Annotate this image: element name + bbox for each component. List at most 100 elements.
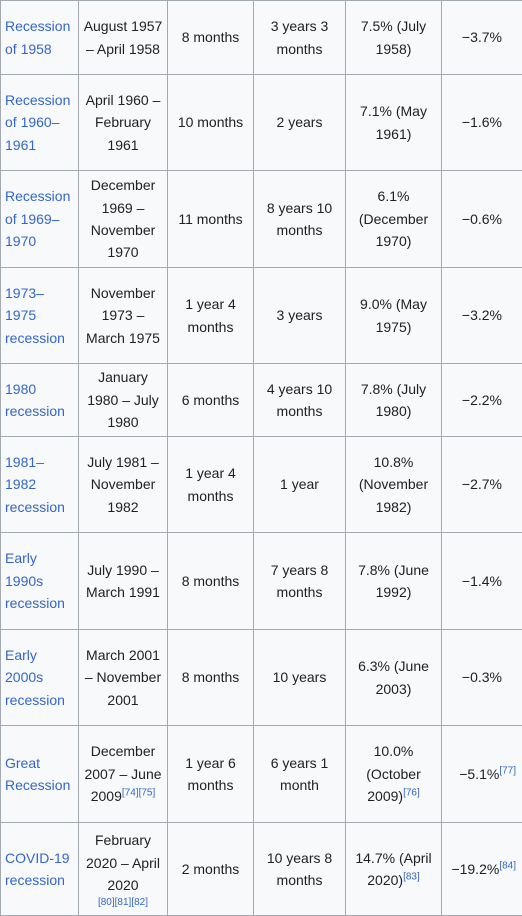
recession-dates-cell: August 1957 – April 1958 — [79, 1, 168, 75]
time-since-previous-cell: 6 years 1 month — [254, 726, 346, 823]
time-since-previous-cell: 4 years 10 months — [254, 364, 346, 437]
recession-link[interactable]: Great Recession — [5, 755, 70, 793]
unemployment-citation[interactable]: [83] — [403, 871, 420, 882]
time-since-previous-cell: 2 years — [254, 75, 346, 171]
recession-dates: February 2020 – April 2020 — [86, 832, 160, 893]
recession-dates: January 1980 – July 1980 — [87, 369, 159, 430]
recession-name-cell: Recession of 1960–1961 — [1, 75, 79, 171]
recession-name-cell: COVID-19 recession — [1, 823, 79, 916]
gdp-decline-cell: −3.7% — [442, 1, 522, 75]
peak-unemployment-cell: 10.0% (October 2009)[76] — [346, 726, 442, 823]
duration-cell: 1 year 4 months — [168, 268, 254, 364]
recession-dates: November 1973 – March 1975 — [86, 285, 160, 346]
recession-link[interactable]: COVID-19 recession — [5, 850, 70, 888]
peak-unemployment-cell: 6.3% (June 2003) — [346, 630, 442, 726]
duration-cell: 11 months — [168, 171, 254, 268]
duration-cell: 1 year 4 months — [168, 437, 254, 533]
peak-unemployment: 14.7% (April 2020) — [355, 850, 431, 888]
recession-link[interactable]: Recession of 1969–1970 — [5, 188, 70, 249]
recession-link[interactable]: 1981–1982 recession — [5, 454, 65, 515]
recession-dates: July 1981 – November 1982 — [87, 454, 159, 515]
duration-cell: 8 months — [168, 1, 254, 75]
time-since-previous-cell: 10 years — [254, 630, 346, 726]
gdp-decline: −5.1% — [459, 766, 499, 782]
recession-name-cell: Early 1990s recession — [1, 533, 79, 630]
peak-unemployment-cell: 6.1% (December 1970) — [346, 171, 442, 268]
recession-link[interactable]: Recession of 1958 — [5, 18, 70, 56]
recession-dates: April 1960 – February 1961 — [86, 92, 161, 153]
gdp-decline: −3.7% — [462, 29, 502, 45]
time-since-previous-cell: 7 years 8 months — [254, 533, 346, 630]
table-row: Recession of 1960–1961 April 1960 – Febru… — [1, 75, 522, 171]
gdp-decline: −2.7% — [462, 476, 502, 492]
recession-dates-cell: March 2001 – November 2001 — [79, 630, 168, 726]
gdp-citation[interactable]: [77] — [499, 765, 516, 776]
recession-name-cell: 1980 recession — [1, 364, 79, 437]
recession-dates-cell: July 1990 – March 1991 — [79, 533, 168, 630]
duration-cell: 6 months — [168, 364, 254, 437]
recession-name-cell: Recession of 1958 — [1, 1, 79, 75]
duration-cell: 1 year 6 months — [168, 726, 254, 823]
gdp-citation[interactable]: [84] — [499, 860, 516, 871]
recession-dates-cell: February 2020 – April 2020 [80][81][82] — [79, 823, 168, 916]
recession-link[interactable]: Early 2000s recession — [5, 647, 65, 708]
table-row: 1973–1975 recession November 1973 – March… — [1, 268, 522, 364]
gdp-decline: −1.4% — [462, 573, 502, 589]
gdp-decline-cell: −0.3% — [442, 630, 522, 726]
peak-unemployment-cell: 9.0% (May 1975) — [346, 268, 442, 364]
gdp-decline: −19.2% — [451, 861, 499, 877]
recession-dates: December 1969 – November 1970 — [91, 177, 156, 260]
table-row: Early 2000s recession March 2001 – Novemb… — [1, 630, 522, 726]
gdp-decline-cell: −2.7% — [442, 437, 522, 533]
gdp-decline: −3.2% — [462, 307, 502, 323]
duration-cell: 8 months — [168, 630, 254, 726]
gdp-decline: −0.6% — [462, 211, 502, 227]
gdp-decline-cell: −2.2% — [442, 364, 522, 437]
gdp-decline: −1.6% — [462, 114, 502, 130]
time-since-previous-cell: 10 years 8 months — [254, 823, 346, 916]
table-row: 1981–1982 recession July 1981 – November … — [1, 437, 522, 533]
peak-unemployment: 6.3% (June 2003) — [358, 658, 429, 696]
recession-dates-cell: December 1969 – November 1970 — [79, 171, 168, 268]
unemployment-citation[interactable]: [76] — [403, 788, 420, 799]
dates-citation[interactable]: [74][75] — [122, 788, 155, 799]
recession-dates: July 1990 – March 1991 — [86, 562, 160, 600]
recession-link[interactable]: Recession of 1960–1961 — [5, 92, 70, 153]
gdp-decline-cell: −1.4% — [442, 533, 522, 630]
dates-citation[interactable]: [80][81][82] — [83, 897, 163, 909]
time-since-previous-cell: 1 year — [254, 437, 346, 533]
recession-dates-cell: April 1960 – February 1961 — [79, 75, 168, 171]
gdp-decline-cell: −5.1%[77] — [442, 726, 522, 823]
peak-unemployment: 7.8% (July 1980) — [361, 381, 426, 419]
gdp-decline-cell: −0.6% — [442, 171, 522, 268]
recession-name-cell: 1973–1975 recession — [1, 268, 79, 364]
gdp-decline: −2.2% — [462, 392, 502, 408]
peak-unemployment-cell: 7.8% (July 1980) — [346, 364, 442, 437]
table-row: Recession of 1958 August 1957 – April 195… — [1, 1, 522, 75]
recession-link[interactable]: Early 1990s recession — [5, 550, 65, 611]
recession-dates: March 2001 – November 2001 — [85, 647, 161, 708]
gdp-decline-cell: −1.6% — [442, 75, 522, 171]
gdp-decline-cell: −3.2% — [442, 268, 522, 364]
gdp-decline-cell: −19.2%[84] — [442, 823, 522, 916]
recession-link[interactable]: 1980 recession — [5, 381, 65, 419]
table-row: Recession of 1969–1970 December 1969 – No… — [1, 171, 522, 268]
peak-unemployment-cell: 7.1% (May 1961) — [346, 75, 442, 171]
recession-name-cell: Great Recession — [1, 726, 79, 823]
peak-unemployment-cell: 7.5% (July 1958) — [346, 1, 442, 75]
time-since-previous-cell: 8 years 10 months — [254, 171, 346, 268]
time-since-previous-cell: 3 years 3 months — [254, 1, 346, 75]
recession-link[interactable]: 1973–1975 recession — [5, 285, 65, 346]
recession-dates-cell: December 2007 – June 2009[74][75] — [79, 726, 168, 823]
duration-cell: 10 months — [168, 75, 254, 171]
recession-dates: August 1957 – April 1958 — [84, 18, 163, 56]
table-row: Early 1990s recession July 1990 – March 1… — [1, 533, 522, 630]
peak-unemployment-cell: 10.8% (November 1982) — [346, 437, 442, 533]
peak-unemployment: 9.0% (May 1975) — [360, 296, 427, 334]
peak-unemployment: 10.8% (November 1982) — [359, 454, 428, 515]
peak-unemployment: 7.1% (May 1961) — [360, 103, 427, 141]
